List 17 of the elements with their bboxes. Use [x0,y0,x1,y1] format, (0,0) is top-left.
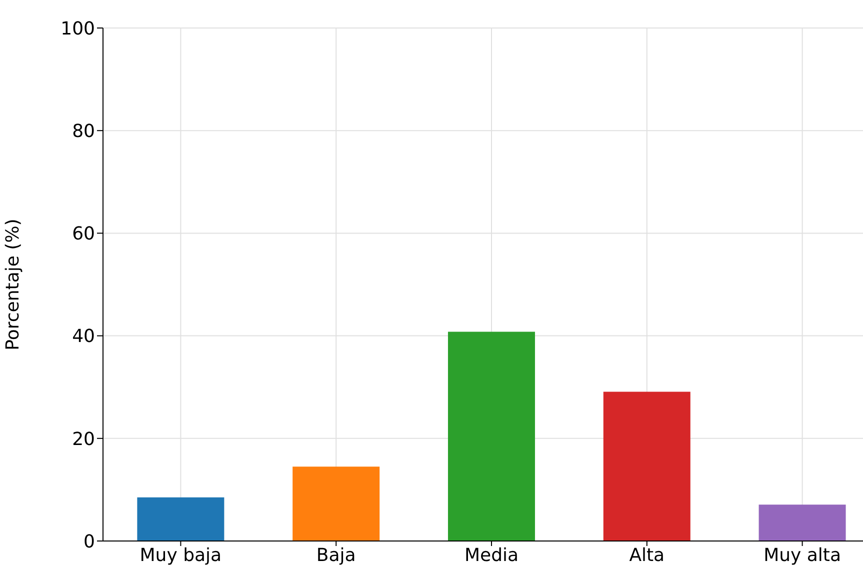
y-tick-label: 100 [60,18,95,40]
y-axis-title: Porcentaje (%) [2,218,24,350]
bar [758,504,846,541]
y-tick-label: 0 [84,531,95,552]
x-tick-label: Baja [316,544,356,566]
y-tick-label: 60 [72,224,95,245]
bar [448,332,535,541]
x-tick-label: Muy alta [764,544,842,566]
x-tick-label: Alta [629,544,665,566]
x-tick-label: Muy baja [140,544,222,566]
y-tick-label: 40 [72,326,95,348]
y-tick-label: 80 [72,120,95,142]
bar [603,392,690,541]
y-tick-label: 20 [72,428,95,450]
x-tick-label: Media [464,544,519,566]
bar [292,466,380,541]
bar [137,497,224,541]
